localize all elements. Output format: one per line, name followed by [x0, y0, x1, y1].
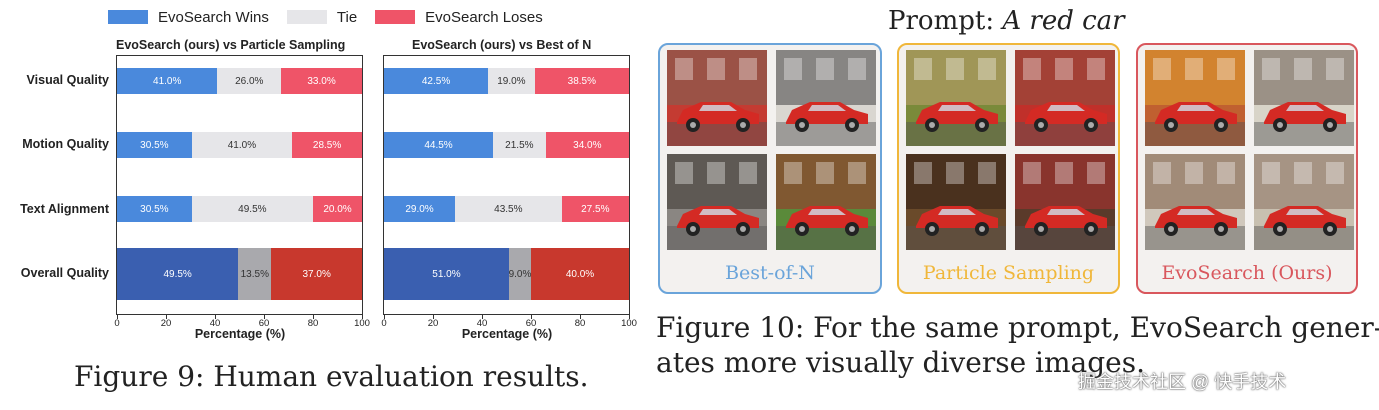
x-axis-label-particle: Percentage (%): [194, 327, 286, 341]
bar-wins-motion-quality: 44.5%: [384, 132, 494, 158]
prompt-text: A red car: [1002, 6, 1125, 36]
group-label-best-of-n: Best-of-N: [725, 262, 815, 284]
car-image: [1015, 154, 1115, 250]
legend-swatch-tie: [286, 10, 327, 24]
bar-wins-overall-quality: 51.0%: [384, 248, 509, 300]
bar-wins-visual-quality: 42.5%: [384, 68, 489, 94]
bar-loses-text-alignment: 27.5%: [561, 196, 629, 222]
legend-label-wins: EvoSearch Wins: [158, 8, 269, 26]
x-tick-mark: [264, 315, 265, 319]
bar-tie-motion-quality: 21.5%: [493, 132, 546, 158]
bar-tie-motion-quality: 41.0%: [191, 132, 293, 158]
bar-wins-motion-quality: 30.5%: [117, 132, 192, 158]
car-image: [1145, 154, 1245, 250]
car-image: [1254, 50, 1354, 146]
car-image: [1015, 50, 1115, 146]
bar-tie-overall-quality: 9.0%: [509, 248, 531, 300]
car-image: [667, 154, 767, 250]
x-tick-label: 80: [307, 318, 319, 329]
y-label-motion-quality: Motion Quality: [22, 137, 109, 151]
bar-tie-text-alignment: 49.5%: [191, 196, 313, 222]
x-tick-mark: [117, 315, 118, 319]
y-label-text-alignment: Text Alignment: [20, 202, 109, 216]
car-image: [776, 154, 876, 250]
legend-label-tie: Tie: [336, 8, 358, 26]
x-tick-label: 60: [258, 318, 270, 329]
figure-10-caption-line2: ates more visually diverse images.: [656, 346, 1146, 379]
x-tick-label: 0: [381, 318, 387, 329]
prompt-prefix: Prompt:: [888, 6, 1003, 36]
x-tick-label: 80: [574, 318, 586, 329]
chart-title-bestofn: EvoSearch (ours) vs Best of N: [412, 38, 592, 52]
car-image: [1254, 154, 1354, 250]
legend-swatch-loses: [375, 10, 416, 24]
group-label-particle-sampling: Particle Sampling: [922, 262, 1095, 284]
image-group-evosearch: EvoSearch (Ours): [1136, 43, 1358, 294]
bar-loses-text-alignment: 20.0%: [313, 196, 362, 222]
car-image: [906, 50, 1006, 146]
bar-loses-motion-quality: 28.5%: [292, 132, 362, 158]
car-image: [776, 50, 876, 146]
x-tick-mark: [313, 315, 314, 319]
x-tick-mark: [482, 315, 483, 319]
car-image: [667, 50, 767, 146]
bar-tie-visual-quality: 26.0%: [217, 68, 282, 94]
prompt-title: Prompt: A red car: [888, 6, 1125, 36]
bar-loses-motion-quality: 34.0%: [545, 132, 629, 158]
x-tick-label: 100: [354, 318, 370, 329]
x-tick-mark: [215, 315, 216, 319]
car-image: [906, 154, 1006, 250]
group-label-evosearch: EvoSearch (Ours): [1161, 262, 1333, 284]
bar-tie-overall-quality: 13.5%: [238, 248, 272, 300]
bar-loses-visual-quality: 33.0%: [281, 68, 362, 94]
x-tick-mark: [362, 315, 363, 319]
chart-legend: EvoSearch Wins Tie EvoSearch Loses: [108, 7, 561, 27]
bar-tie-text-alignment: 43.5%: [455, 196, 562, 222]
chart-title-particle: EvoSearch (ours) vs Particle Sampling: [116, 38, 346, 52]
x-axis-label-bestofn: Percentage (%): [461, 327, 553, 341]
x-tick-mark: [531, 315, 532, 319]
x-tick-label: 20: [160, 318, 172, 329]
figure-9-caption: Figure 9: Human evaluation results.: [74, 360, 589, 393]
x-tick-label: 40: [476, 318, 488, 329]
x-tick-label: 20: [427, 318, 439, 329]
y-label-visual-quality: Visual Quality: [26, 73, 109, 87]
x-tick-mark: [433, 315, 434, 319]
bar-wins-overall-quality: 49.5%: [117, 248, 239, 300]
bar-tie-visual-quality: 19.0%: [488, 68, 535, 94]
x-tick-label: 40: [209, 318, 221, 329]
image-group-best-of-n: Best-of-N: [658, 43, 882, 294]
chart-panel-particle-sampling: 41.0% 26.0% 33.0% 30.5% 41.0% 28.5% 30.5% 49.5%…: [116, 55, 363, 315]
bar-loses-overall-quality: 40.0%: [531, 248, 629, 300]
chart-panel-best-of-n: 42.5% 19.0% 38.5% 44.5% 21.5% 34.0% 29.0% 43.5%…: [383, 55, 630, 315]
y-label-overall-quality: Overall Quality: [20, 266, 109, 280]
x-tick-mark: [166, 315, 167, 319]
bar-wins-text-alignment: 29.0%: [384, 196, 456, 222]
x-tick-mark: [384, 315, 385, 319]
bar-loses-visual-quality: 38.5%: [534, 68, 629, 94]
x-tick-label: 0: [114, 318, 120, 329]
x-tick-mark: [580, 315, 581, 319]
figure-10-caption-line1: Figure 10: For the same prompt, EvoSearc…: [656, 311, 1379, 344]
bar-wins-text-alignment: 30.5%: [117, 196, 192, 222]
x-tick-label: 60: [525, 318, 537, 329]
legend-label-loses: EvoSearch Loses: [425, 8, 543, 26]
legend-swatch-wins: [108, 10, 148, 24]
bar-loses-overall-quality: 37.0%: [271, 248, 362, 300]
x-tick-mark: [629, 315, 630, 319]
image-group-particle-sampling: Particle Sampling: [897, 43, 1120, 294]
x-tick-label: 100: [621, 318, 637, 329]
watermark-text: 掘金技术社区 @ 快手技术: [1078, 372, 1287, 392]
bar-wins-visual-quality: 41.0%: [117, 68, 218, 94]
car-image: [1145, 50, 1245, 146]
